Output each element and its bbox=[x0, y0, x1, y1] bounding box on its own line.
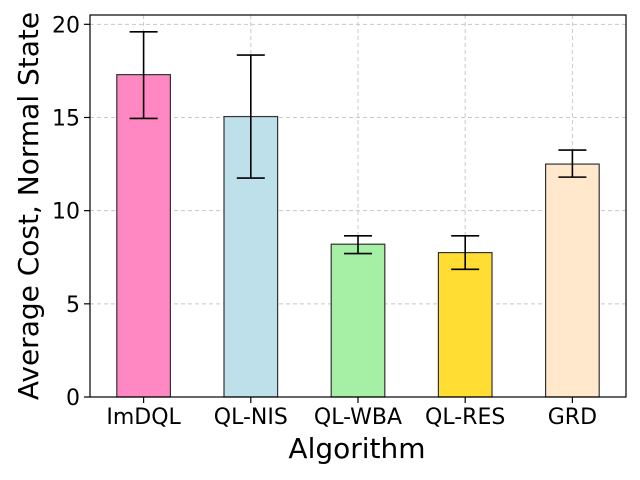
bar-ql-wba bbox=[330, 243, 386, 398]
x-tick-label: QL-WBA bbox=[314, 405, 402, 430]
x-tick-label: GRD bbox=[548, 405, 597, 430]
y-tick-label: 0 bbox=[66, 386, 80, 411]
y-tick-label: 15 bbox=[52, 106, 80, 131]
x-axis-label: Algorithm bbox=[288, 432, 425, 465]
y-axis-label: Average Cost, Normal State bbox=[12, 12, 45, 400]
x-tick-label: ImDQL bbox=[106, 405, 181, 430]
y-tick-label: 10 bbox=[52, 200, 80, 225]
error-bars-group bbox=[129, 30, 587, 271]
bar-grd bbox=[544, 163, 600, 398]
y-tick-label: 5 bbox=[66, 293, 80, 318]
y-tick-label: 20 bbox=[52, 13, 80, 38]
x-tick-label: QL-RES bbox=[425, 405, 505, 430]
y-axis-ticks: 0 5 10 15 20 bbox=[52, 13, 90, 411]
x-axis-ticks: ImDQL QL-NIS QL-WBA QL-RES GRD bbox=[106, 397, 597, 430]
bar-ql-res bbox=[437, 251, 493, 398]
bar-imdql bbox=[116, 74, 172, 398]
bars-group bbox=[116, 74, 600, 398]
x-tick-label: QL-NIS bbox=[214, 405, 288, 430]
